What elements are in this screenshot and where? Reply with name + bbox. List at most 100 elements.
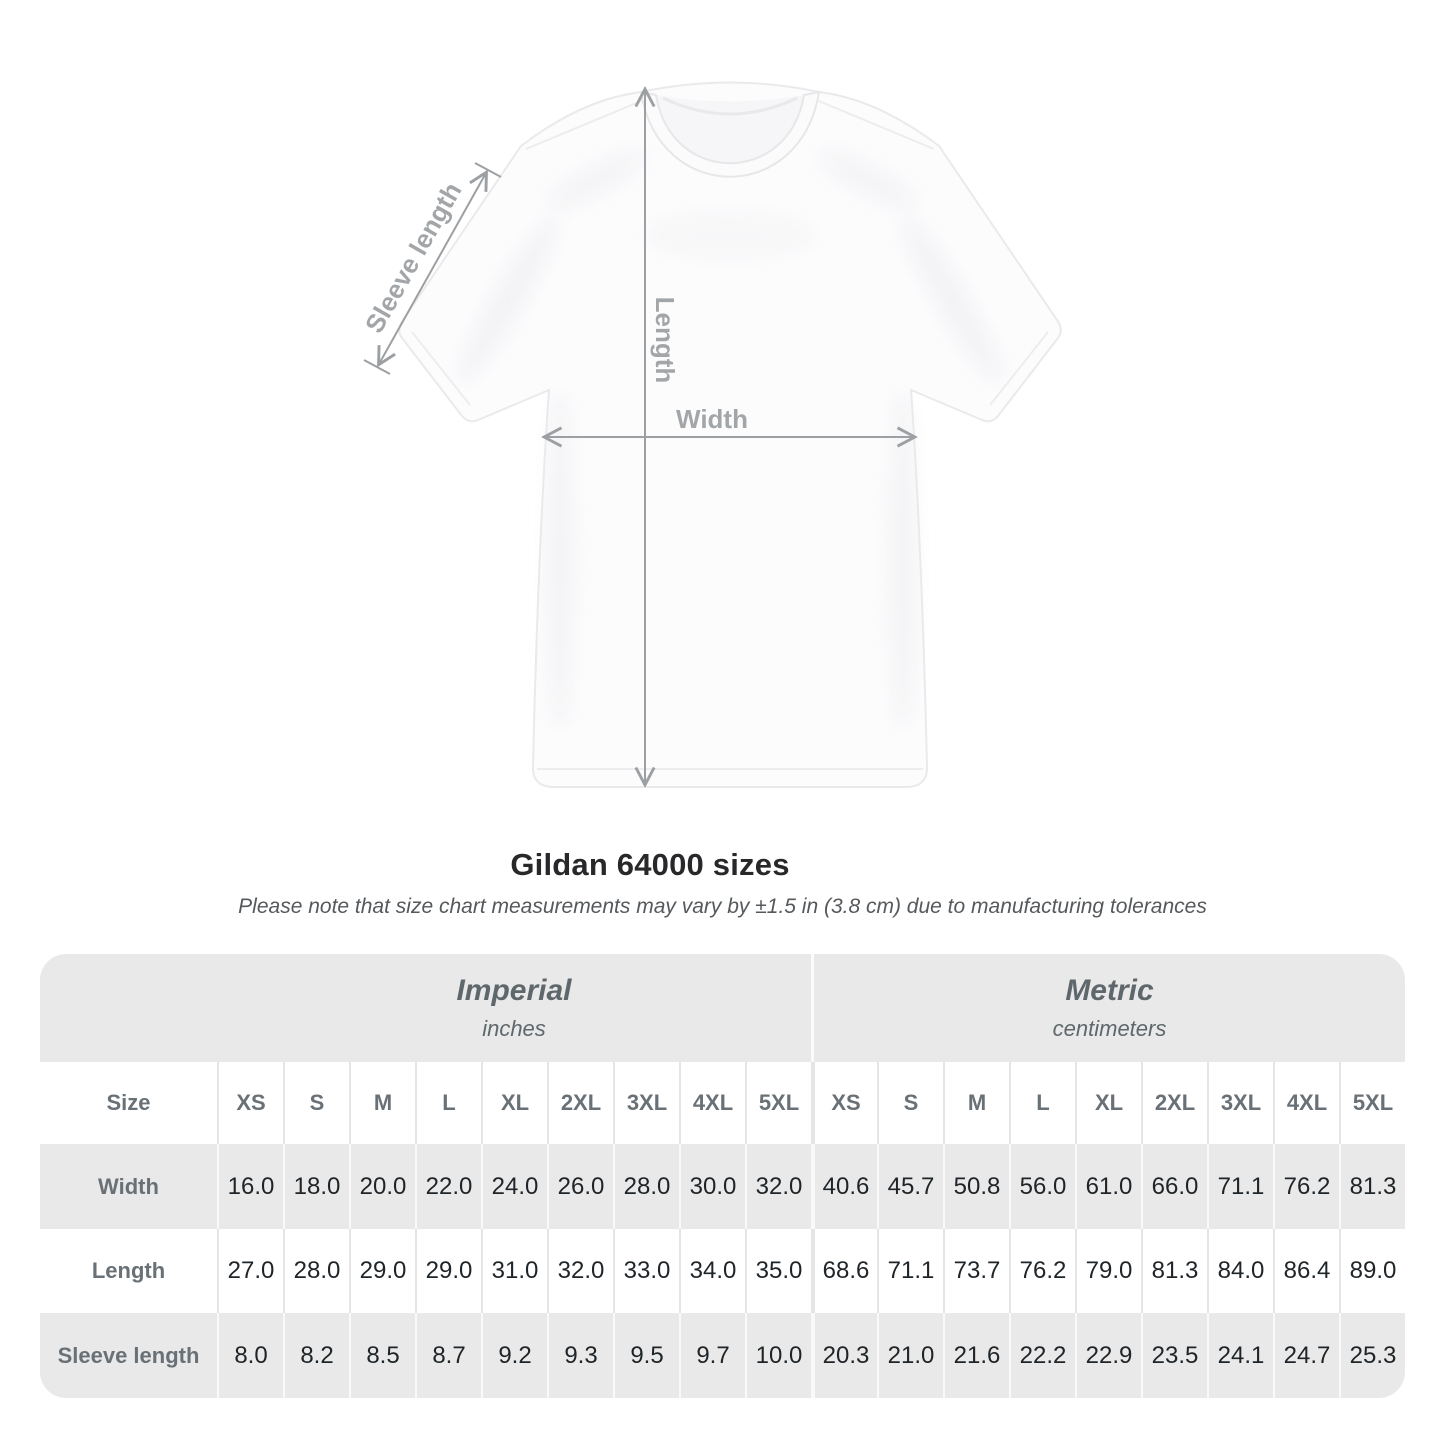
value-cell: 24.0 xyxy=(481,1144,547,1229)
value-cell: 25.3 xyxy=(1339,1313,1405,1398)
sleeve-arrow-tick-top xyxy=(474,162,502,178)
value-cell: 20.3 xyxy=(811,1313,877,1398)
value-cell: 34.0 xyxy=(679,1229,745,1313)
value-cell: 84.0 xyxy=(1207,1229,1273,1313)
size-header-cell: 5XL xyxy=(1339,1062,1405,1144)
tolerance-note: Please note that size chart measurements… xyxy=(238,895,1207,918)
value-cell: 35.0 xyxy=(745,1229,811,1313)
size-table: Imperial inches Metric centimeters Size … xyxy=(40,954,1405,1398)
value-cell: 45.7 xyxy=(877,1144,943,1229)
collar-opening xyxy=(656,95,804,164)
value-cell: 21.0 xyxy=(877,1313,943,1398)
fabric-shading xyxy=(458,150,1002,730)
value-cell: 32.0 xyxy=(745,1144,811,1229)
value-cell: 29.0 xyxy=(415,1229,481,1313)
size-header-cell: 4XL xyxy=(679,1062,745,1144)
measurement-annotations xyxy=(363,90,914,784)
size-header-cell: M xyxy=(349,1062,415,1144)
value-cell: 20.0 xyxy=(349,1144,415,1229)
size-header-cell: M xyxy=(943,1062,1009,1144)
size-header-cell: S xyxy=(877,1062,943,1144)
value-cell: 27.0 xyxy=(217,1229,283,1313)
tshirt-illustration xyxy=(398,81,1062,788)
band-corner-cell xyxy=(40,954,217,1062)
value-cell: 81.3 xyxy=(1141,1229,1207,1313)
value-cell: 8.0 xyxy=(217,1313,283,1398)
sleeve-arrow-tick-bottom xyxy=(363,359,391,375)
value-cell: 8.7 xyxy=(415,1313,481,1398)
value-cell: 76.2 xyxy=(1273,1144,1339,1229)
value-cell: 24.7 xyxy=(1273,1313,1339,1398)
size-header-cell: XS xyxy=(217,1062,283,1144)
imperial-label: Imperial xyxy=(456,974,572,1007)
value-cell: 18.0 xyxy=(283,1144,349,1229)
value-cell: 33.0 xyxy=(613,1229,679,1313)
value-cell: 22.0 xyxy=(415,1144,481,1229)
value-cell: 89.0 xyxy=(1339,1229,1405,1313)
value-cell: 22.9 xyxy=(1075,1313,1141,1398)
size-header-cell: 3XL xyxy=(613,1062,679,1144)
value-cell: 61.0 xyxy=(1075,1144,1141,1229)
value-cell: 68.6 xyxy=(811,1229,877,1313)
width-label: Width xyxy=(676,404,748,434)
metric-unit: centimeters xyxy=(1052,1016,1167,1041)
value-cell: 86.4 xyxy=(1273,1229,1339,1313)
imperial-unit: inches xyxy=(482,1016,546,1041)
metric-label: Metric xyxy=(1065,974,1154,1007)
collar-rib-band xyxy=(639,90,821,178)
value-cell: 76.2 xyxy=(1009,1229,1075,1313)
value-cell: 9.7 xyxy=(679,1313,745,1398)
value-cell: 23.5 xyxy=(1141,1313,1207,1398)
imperial-group-header: Imperial inches xyxy=(217,954,811,1062)
row-label-width: Width xyxy=(40,1144,217,1229)
size-header-cell: 4XL xyxy=(1273,1062,1339,1144)
value-cell: 8.5 xyxy=(349,1313,415,1398)
row-label-length: Length xyxy=(91,1258,166,1283)
row-label-sleeve-length: Sleeve length xyxy=(40,1313,217,1398)
value-cell: 28.0 xyxy=(613,1144,679,1229)
value-cell: 8.2 xyxy=(283,1313,349,1398)
value-cell: 22.2 xyxy=(1009,1313,1075,1398)
length-label: Length xyxy=(650,297,680,384)
value-cell: 30.0 xyxy=(679,1144,745,1229)
value-cell: 9.5 xyxy=(613,1313,679,1398)
value-cell: 81.3 xyxy=(1339,1144,1405,1229)
value-cell: 32.0 xyxy=(547,1229,613,1313)
size-header-cell: XL xyxy=(1075,1062,1141,1144)
value-cell: 26.0 xyxy=(547,1144,613,1229)
value-cell: 56.0 xyxy=(1009,1144,1075,1229)
value-cell: 21.6 xyxy=(943,1313,1009,1398)
value-cell: 40.6 xyxy=(811,1144,877,1229)
value-cell: 66.0 xyxy=(1141,1144,1207,1229)
value-cell: 24.1 xyxy=(1207,1313,1273,1398)
size-header-cell: XS xyxy=(811,1062,877,1144)
value-cell: 28.0 xyxy=(283,1229,349,1313)
size-header-cell: 5XL xyxy=(745,1062,811,1144)
size-column-header: Size xyxy=(106,1090,151,1115)
size-header-cell: L xyxy=(415,1062,481,1144)
value-cell: 71.1 xyxy=(1207,1144,1273,1229)
size-header-cell: 2XL xyxy=(1141,1062,1207,1144)
value-cell: 71.1 xyxy=(877,1229,943,1313)
value-cell: 73.7 xyxy=(943,1229,1009,1313)
value-cell: 10.0 xyxy=(745,1313,811,1398)
value-cell: 79.0 xyxy=(1075,1229,1141,1313)
tshirt-body xyxy=(398,81,1062,788)
size-header-cell: L xyxy=(1009,1062,1075,1144)
size-header-cell: S xyxy=(283,1062,349,1144)
size-header-cell: 2XL xyxy=(547,1062,613,1144)
value-cell: 50.8 xyxy=(943,1144,1009,1229)
value-cell: 9.3 xyxy=(547,1313,613,1398)
sleeve-length-arrow xyxy=(379,173,486,364)
value-cell: 29.0 xyxy=(349,1229,415,1313)
value-cell: 16.0 xyxy=(217,1144,283,1229)
value-cell: 9.2 xyxy=(481,1313,547,1398)
collar-inner-shadow xyxy=(662,96,798,116)
metric-group-header: Metric centimeters xyxy=(811,954,1405,1062)
size-header-cell: XL xyxy=(481,1062,547,1144)
page-title: Gildan 64000 sizes xyxy=(510,847,790,882)
size-header-cell: 3XL xyxy=(1207,1062,1273,1144)
value-cell: 31.0 xyxy=(481,1229,547,1313)
tshirt-measurement-diagram: Sleeve length Length Width xyxy=(359,81,1062,788)
